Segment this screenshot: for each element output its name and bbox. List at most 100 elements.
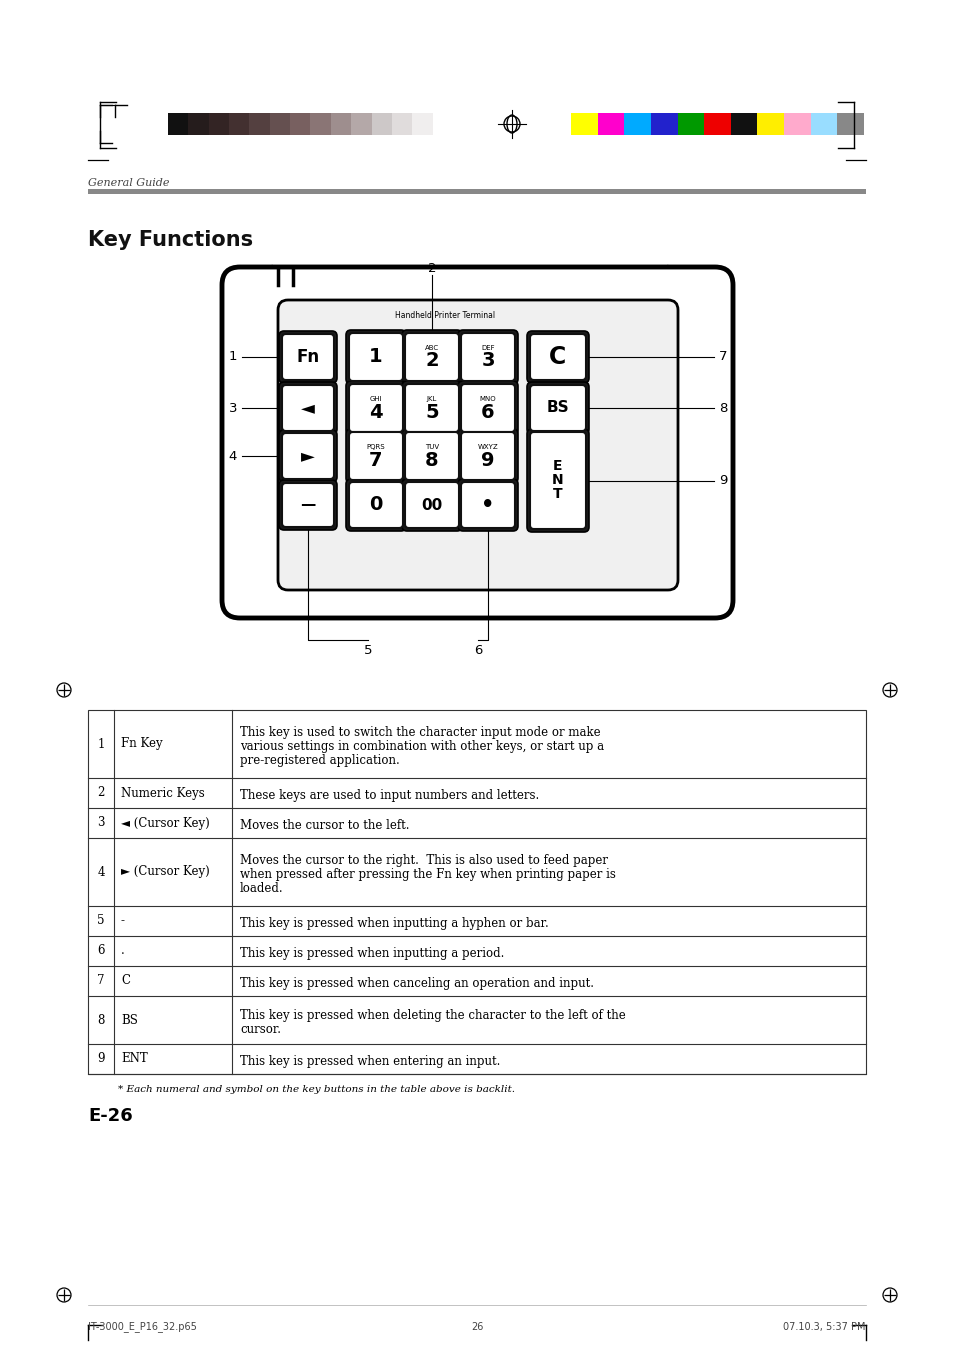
FancyBboxPatch shape — [282, 484, 334, 527]
Bar — [837, 113, 863, 135]
Text: GHI: GHI — [370, 396, 382, 403]
FancyBboxPatch shape — [405, 332, 458, 381]
Text: ABC: ABC — [424, 346, 438, 351]
Text: ► (Cursor Key): ► (Cursor Key) — [121, 866, 210, 878]
Bar — [412, 113, 433, 135]
Bar — [209, 113, 229, 135]
Bar — [623, 113, 650, 135]
Text: Fn: Fn — [296, 349, 319, 366]
Text: 1: 1 — [229, 350, 236, 363]
Text: * Each numeral and symbol on the key buttons in the table above is backlit.: * Each numeral and symbol on the key but… — [118, 1085, 515, 1094]
FancyBboxPatch shape — [222, 267, 732, 617]
FancyBboxPatch shape — [457, 430, 517, 484]
FancyBboxPatch shape — [346, 381, 406, 435]
Text: Fn Key: Fn Key — [121, 738, 162, 751]
FancyBboxPatch shape — [349, 432, 402, 480]
Text: ►: ► — [301, 447, 314, 465]
Text: various settings in combination with other keys, or start up a: various settings in combination with oth… — [240, 740, 603, 754]
Text: 3: 3 — [229, 401, 236, 415]
Bar — [371, 113, 392, 135]
Text: This key is pressed when inputting a hyphen or bar.: This key is pressed when inputting a hyp… — [240, 917, 548, 931]
Text: Moves the cursor to the right.  This is also used to feed paper: Moves the cursor to the right. This is a… — [240, 854, 607, 867]
Text: 5: 5 — [97, 915, 105, 928]
Bar — [810, 113, 837, 135]
Text: C: C — [121, 974, 130, 988]
FancyBboxPatch shape — [457, 381, 517, 435]
Text: 8: 8 — [425, 450, 438, 470]
Bar — [331, 113, 351, 135]
Text: 5: 5 — [363, 643, 372, 657]
Text: WXYZ: WXYZ — [477, 444, 497, 450]
Text: TUV: TUV — [424, 444, 438, 450]
Text: PQRS: PQRS — [366, 444, 385, 450]
Text: 3: 3 — [480, 351, 495, 370]
Bar — [677, 113, 703, 135]
Bar — [392, 113, 412, 135]
FancyBboxPatch shape — [346, 480, 406, 531]
Text: 5: 5 — [425, 403, 438, 422]
Text: 1: 1 — [97, 738, 105, 751]
Text: This key is pressed when inputting a period.: This key is pressed when inputting a per… — [240, 947, 504, 961]
Text: 7: 7 — [97, 974, 105, 988]
Text: loaded.: loaded. — [240, 882, 283, 896]
FancyBboxPatch shape — [457, 330, 517, 384]
FancyBboxPatch shape — [346, 330, 406, 384]
FancyBboxPatch shape — [405, 432, 458, 480]
FancyBboxPatch shape — [530, 334, 585, 380]
Text: 8: 8 — [97, 1013, 105, 1027]
Text: T: T — [553, 488, 562, 501]
FancyBboxPatch shape — [460, 384, 515, 432]
FancyBboxPatch shape — [401, 480, 461, 531]
Bar — [229, 113, 249, 135]
Text: 9: 9 — [97, 1052, 105, 1066]
Bar — [571, 113, 597, 135]
Text: ENT: ENT — [121, 1052, 148, 1066]
Text: 00: 00 — [421, 497, 442, 512]
Text: 9: 9 — [719, 474, 726, 486]
Text: DEF: DEF — [480, 346, 495, 351]
FancyBboxPatch shape — [282, 334, 334, 380]
Text: JKL: JKL — [426, 396, 436, 403]
FancyBboxPatch shape — [278, 382, 336, 434]
Text: 6: 6 — [474, 643, 481, 657]
Text: IT-3000_E_P16_32.p65: IT-3000_E_P16_32.p65 — [88, 1321, 196, 1332]
FancyBboxPatch shape — [460, 432, 515, 480]
Text: C: C — [549, 345, 566, 369]
Text: •: • — [481, 494, 495, 515]
FancyBboxPatch shape — [346, 430, 406, 484]
Text: 9: 9 — [480, 450, 495, 470]
Text: 2: 2 — [427, 262, 436, 274]
Bar — [433, 113, 453, 135]
Text: 8: 8 — [719, 401, 726, 415]
Text: These keys are used to input numbers and letters.: These keys are used to input numbers and… — [240, 789, 538, 802]
Text: Moves the cursor to the left.: Moves the cursor to the left. — [240, 819, 409, 832]
Text: —: — — [300, 497, 315, 512]
FancyBboxPatch shape — [530, 432, 585, 530]
Bar — [168, 113, 188, 135]
Text: ◄: ◄ — [301, 399, 314, 417]
Text: 7: 7 — [369, 450, 382, 470]
FancyBboxPatch shape — [401, 381, 461, 435]
Text: 2: 2 — [425, 351, 438, 370]
Text: 6: 6 — [97, 944, 105, 958]
FancyBboxPatch shape — [526, 430, 588, 532]
Text: MNO: MNO — [479, 396, 496, 403]
Text: 4: 4 — [97, 866, 105, 878]
Text: E: E — [553, 459, 562, 473]
FancyBboxPatch shape — [405, 482, 458, 528]
Text: pre-registered application.: pre-registered application. — [240, 754, 399, 767]
Text: ◄ (Cursor Key): ◄ (Cursor Key) — [121, 816, 210, 830]
FancyBboxPatch shape — [457, 480, 517, 531]
Text: Handheld Printer Terminal: Handheld Printer Terminal — [395, 311, 495, 319]
FancyBboxPatch shape — [349, 384, 402, 432]
Text: when pressed after pressing the Fn key when printing paper is: when pressed after pressing the Fn key w… — [240, 869, 616, 881]
Text: -: - — [121, 915, 125, 928]
FancyBboxPatch shape — [460, 332, 515, 381]
Text: Numeric Keys: Numeric Keys — [121, 786, 205, 800]
Text: 4: 4 — [229, 450, 236, 462]
Text: General Guide: General Guide — [88, 178, 170, 188]
Text: 1: 1 — [369, 347, 382, 366]
FancyBboxPatch shape — [401, 330, 461, 384]
Text: 3: 3 — [97, 816, 105, 830]
FancyBboxPatch shape — [401, 430, 461, 484]
